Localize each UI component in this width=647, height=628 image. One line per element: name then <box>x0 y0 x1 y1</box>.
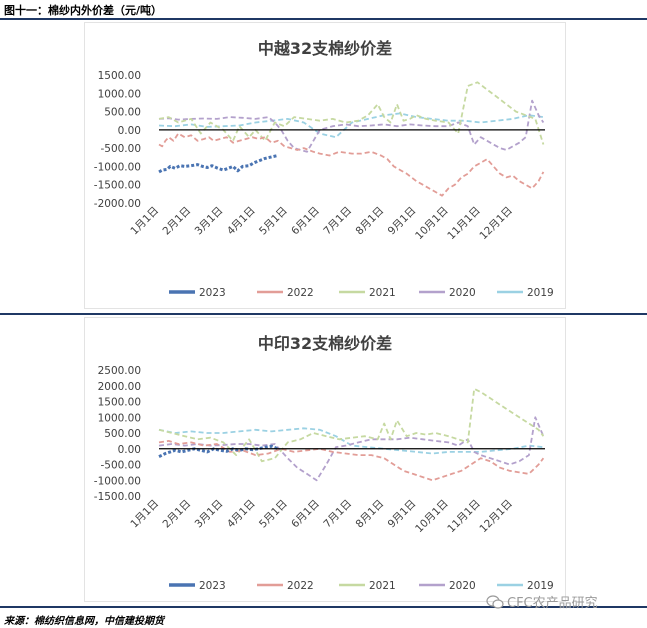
y-tick-label: -500.00 <box>100 460 141 472</box>
y-tick-label: 0.00 <box>118 125 141 137</box>
chart-vietnam: 中越32支棉纱价差 1500.00 1000.00 500.00 0.00 -500.00… <box>94 39 554 299</box>
y-tick-label: 1000.00 <box>98 412 141 424</box>
chart-panel-india: 中印32支棉纱价差 2500.00 2000.00 1500.00 1000.00 500… <box>84 317 566 602</box>
x-tick-label: 6月1日 <box>289 498 322 531</box>
y-tick-label: -500.00 <box>100 143 141 155</box>
series-2022-line <box>158 440 545 482</box>
x-tick-label: 3月1日 <box>193 498 226 531</box>
x-tick-label: 4月1日 <box>225 205 258 238</box>
watermark: CFC农产品研究 <box>486 592 598 611</box>
y-tick-label: -2000.00 <box>94 198 141 210</box>
y-tick-label: 1000.00 <box>98 88 141 100</box>
y-tick-label: -1000.00 <box>94 475 141 487</box>
x-tick-label: 4月1日 <box>225 498 258 531</box>
y-tick-label: 0.00 <box>118 444 141 456</box>
top-rule <box>0 18 647 20</box>
legend-label-2021: 2021 <box>369 287 396 299</box>
y-tick-label: 2000.00 <box>98 381 141 393</box>
y-tick-label: 1500.00 <box>98 397 141 409</box>
series-2023-line <box>158 154 279 174</box>
y-tick-label: 500.00 <box>104 428 141 440</box>
watermark-text: CFC农产品研究 <box>507 596 598 611</box>
chart-panel-vietnam: 中越32支棉纱价差 1500.00 1000.00 500.00 0.00 -500.00… <box>84 22 566 309</box>
legend-label-2023: 2023 <box>199 287 226 299</box>
series-2020-line <box>158 99 545 153</box>
x-tick-label: 11月1日 <box>445 498 483 536</box>
x-tick-label: 5月1日 <box>257 205 290 238</box>
x-tick-label: 2月1日 <box>160 498 193 531</box>
x-tick-label: 7月1日 <box>321 498 354 531</box>
series-2021-line <box>158 81 545 145</box>
x-tick-label: 7月1日 <box>321 205 354 238</box>
bottom-rule <box>0 606 647 608</box>
middle-rule <box>0 313 647 315</box>
legend-label-2023: 2023 <box>199 580 226 592</box>
legend-label-2019: 2019 <box>527 287 554 299</box>
x-tick-label: 12月1日 <box>477 498 515 536</box>
series-2021-line <box>158 388 545 463</box>
y-tick-label: 500.00 <box>104 107 141 119</box>
x-tick-label: 3月1日 <box>193 205 226 238</box>
x-tick-label: 10月1日 <box>413 498 451 536</box>
x-tick-label: 12月1日 <box>477 205 515 243</box>
wechat-icon <box>486 594 504 609</box>
x-tick-label: 11月1日 <box>445 205 483 243</box>
y-tick-label: 2500.00 <box>98 365 141 377</box>
chart-title: 中印32支棉纱价差 <box>258 334 392 353</box>
series-2022-line <box>158 132 545 197</box>
x-tick-label: 8月1日 <box>353 498 386 531</box>
y-tick-label: 1500.00 <box>98 70 141 82</box>
y-tick-label: -1500.00 <box>94 180 141 192</box>
source-note: 来源：棉纺织信息网，中信建投期货 <box>4 616 164 627</box>
figure-title: 图十一：棉纱内外价差（元/吨） <box>4 4 163 17</box>
legend-label-2022: 2022 <box>287 287 314 299</box>
legend-label-2020: 2020 <box>449 287 476 299</box>
series-2019-line <box>158 427 544 455</box>
legend-label-2020: 2020 <box>449 580 476 592</box>
x-tick-label: 2月1日 <box>160 205 193 238</box>
x-tick-label: 5月1日 <box>257 498 290 531</box>
series-2020-line <box>158 416 545 482</box>
y-tick-label: -1000.00 <box>94 161 141 173</box>
x-tick-label: 6月1日 <box>289 205 322 238</box>
legend-label-2021: 2021 <box>369 580 396 592</box>
x-tick-label: 8月1日 <box>353 205 386 238</box>
chart-title: 中越32支棉纱价差 <box>258 39 392 58</box>
series-2019-line <box>158 112 544 139</box>
x-tick-label: 10月1日 <box>413 205 451 243</box>
chart-india: 中印32支棉纱价差 2500.00 2000.00 1500.00 1000.00 500… <box>94 334 554 592</box>
legend-label-2022: 2022 <box>287 580 314 592</box>
legend-label-2019: 2019 <box>527 580 554 592</box>
y-tick-label: -1500.00 <box>94 491 141 503</box>
